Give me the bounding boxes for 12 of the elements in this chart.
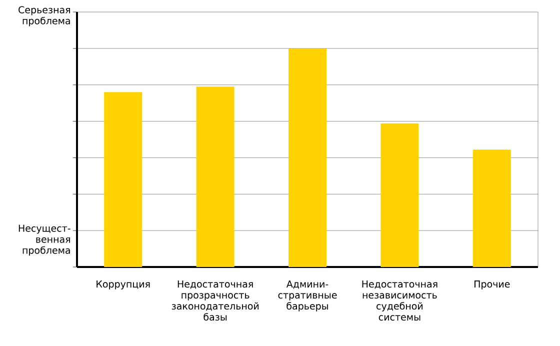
bar	[380, 123, 419, 267]
text: Несущест-венная проблема	[18, 224, 70, 256]
bar	[104, 92, 142, 267]
bar	[196, 86, 234, 267]
x-tick-label: Админи-стративные барьеры	[278, 280, 337, 312]
x-tick-label: Недостаточная прозрачность законодательной базы	[172, 280, 259, 321]
text: Серьезная проблема	[18, 6, 70, 26]
x-tick-label: Коррупция	[96, 280, 150, 290]
x-tick-label: Недостаточная независимость судебной системы	[362, 280, 438, 321]
bar	[472, 150, 511, 267]
x-tick-label: Прочие	[474, 280, 510, 290]
bar	[288, 48, 327, 267]
